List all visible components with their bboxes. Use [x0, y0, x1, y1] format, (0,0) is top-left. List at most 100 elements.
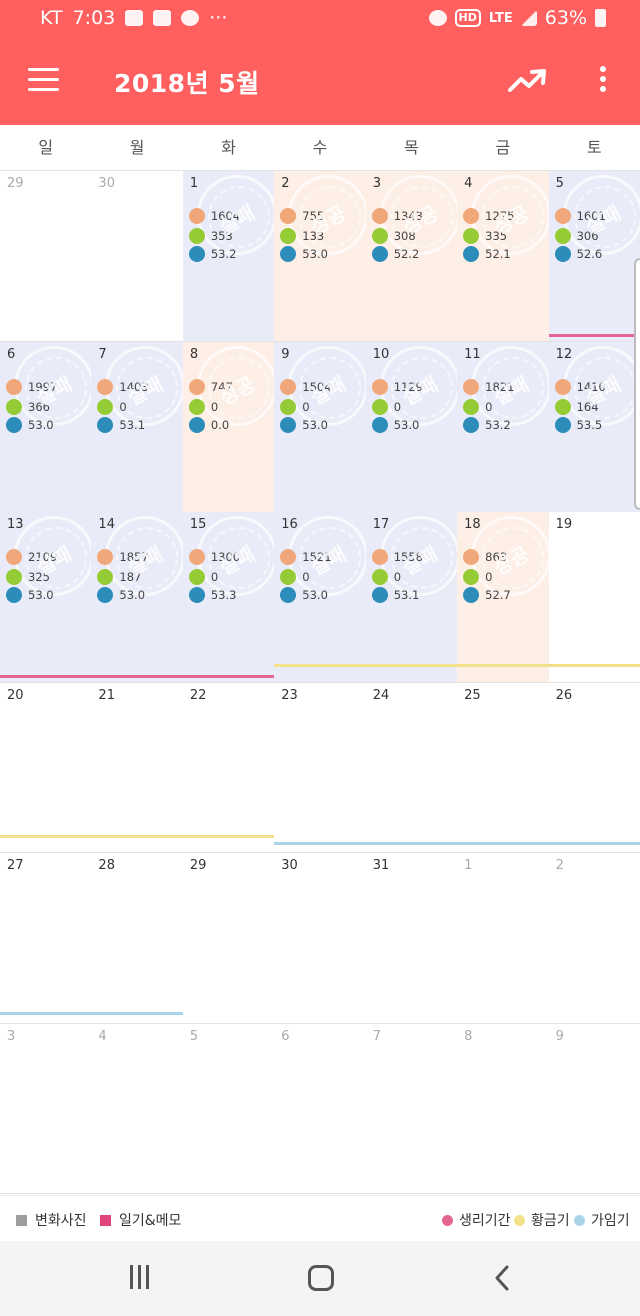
recent-apps-icon[interactable] [130, 1265, 155, 1289]
overflow-menu-icon[interactable] [596, 66, 610, 96]
day-number: 4 [464, 176, 473, 191]
ovulation-line [0, 1012, 183, 1015]
dumbbell-icon [463, 398, 480, 415]
stamp-label: 실패 [397, 371, 442, 410]
scale-icon [6, 416, 22, 433]
calendar-day[interactable]: 실패 13 2109 325 53.0 [0, 512, 92, 682]
calendar-day[interactable]: 실패 12 1410 164 53.5 [548, 341, 640, 512]
weekday-sun: 일 [38, 138, 54, 157]
calendar-day[interactable]: 성공 18 863 0 52.7 [457, 512, 549, 682]
calendar-day[interactable]: 성공 3 1343 308 52.2 [365, 171, 458, 341]
calorie-intake: 863 [485, 550, 508, 564]
calendar-day[interactable]: 실패 11 1821 0 53.2 [457, 341, 549, 512]
calendar-day[interactable]: 실패 10 1129 0 53.0 [365, 341, 458, 512]
calendar-day[interactable]: 29 [0, 171, 91, 341]
calendar-day[interactable]: 성공 2 755 133 53.0 [274, 171, 366, 341]
calendar-day[interactable]: 31 [366, 853, 457, 1023]
calorie-burned: 366 [28, 399, 50, 414]
scrollbar[interactable] [634, 258, 640, 510]
fork-knife-icon [463, 208, 480, 224]
calorie-burned: 308 [393, 229, 416, 243]
calendar-day[interactable]: 실패 16 1521 0 53.0 [274, 512, 366, 682]
calendar-day[interactable]: 9 [549, 1024, 640, 1194]
top-bar: KT 7:03 ··· HD LTE 63% 2018년 5월 [0, 0, 640, 125]
calendar-day[interactable]: 8 [457, 1024, 548, 1194]
menu-icon[interactable] [28, 68, 59, 92]
period-line [0, 675, 275, 678]
network-type: LTE [488, 10, 513, 26]
scale-icon [463, 416, 480, 433]
scale-icon [371, 416, 388, 433]
dumbbell-icon [280, 228, 297, 244]
day-number: 7 [98, 346, 107, 362]
fork-knife-icon [371, 378, 388, 395]
dumbbell-icon [463, 228, 480, 244]
scale-icon [371, 246, 388, 262]
back-icon[interactable] [494, 1265, 510, 1291]
day-number: 3 [7, 1028, 16, 1044]
calendar-day[interactable]: 실패 15 1300 0 53.3 [182, 512, 275, 682]
calendar-day[interactable]: 19 [549, 512, 640, 682]
calendar-day[interactable]: 3 [0, 1024, 91, 1194]
calendar-day[interactable]: 26 [549, 683, 640, 853]
weight-stat: 53.0 [371, 416, 419, 433]
legend-ovulation: 가임기 [574, 1210, 630, 1230]
calendar-day[interactable]: 성공 8 747 0 0.0 [182, 341, 275, 512]
stamp-label: 실패 [306, 371, 351, 410]
trend-chart-icon[interactable] [508, 68, 548, 94]
calendar-day[interactable]: 2 [549, 853, 640, 1023]
calendar-day[interactable]: 25 [457, 683, 548, 853]
calorie-intake: 1857 [119, 550, 149, 564]
fork-knife-icon [280, 549, 297, 565]
calendar-day[interactable]: 24 [366, 683, 457, 853]
calorie-burned: 0 [302, 399, 310, 414]
calorie-intake: 1129 [393, 379, 423, 394]
calendar-day[interactable]: 실패 6 1997 366 53.0 [0, 341, 92, 512]
calendar-day[interactable]: 성공 4 1275 335 52.1 [457, 171, 549, 341]
calendar-day[interactable]: 실패 7 1403 0 53.1 [91, 341, 183, 512]
calendar-day[interactable]: 28 [91, 853, 182, 1023]
calendar-day[interactable]: 23 [274, 683, 365, 853]
calendar-day[interactable]: 1 [457, 853, 548, 1023]
weight-stat: 53.0 [6, 416, 54, 433]
body-weight: 0.0 [210, 417, 230, 432]
calendar-day[interactable]: 30 [274, 853, 365, 1023]
calendar-day[interactable]: 4 [91, 1024, 182, 1194]
calorie-intake: 1997 [28, 379, 58, 394]
calendar-day[interactable]: 실패 5 1601 306 52.6 [548, 171, 640, 341]
page-title[interactable]: 2018년 5월 [114, 69, 260, 98]
calendar-day[interactable]: 실패 14 1857 187 53.0 [91, 512, 183, 682]
calendar-day[interactable]: 21 [91, 683, 182, 853]
calendar-day[interactable]: 6 [274, 1024, 365, 1194]
day-number: 18 [464, 517, 481, 532]
calendar-day[interactable]: 20 [0, 683, 91, 853]
calorie-burned: 0 [119, 399, 127, 414]
body-weight: 52.1 [485, 247, 511, 261]
calendar-day[interactable]: 실패 17 1558 0 53.1 [365, 512, 458, 682]
day-number: 9 [555, 1028, 564, 1044]
calendar-day[interactable]: 30 [91, 171, 182, 341]
calendar-day[interactable]: 5 [183, 1024, 274, 1194]
weight-stat: 53.0 [280, 416, 328, 433]
food-stat: 747 [188, 378, 233, 395]
calendar-day[interactable]: 22 [183, 683, 274, 853]
fork-knife-icon [97, 378, 114, 395]
dumbbell-icon [6, 398, 22, 415]
fertile-line [274, 664, 640, 667]
calorie-intake: 1504 [302, 379, 332, 394]
legend-period-label: 생리기간 [459, 1213, 511, 1229]
calendar-day[interactable]: 실패 9 1504 0 53.0 [274, 341, 366, 512]
food-stat: 1521 [280, 549, 332, 565]
calendar-day[interactable]: 실패 1 1604 353 53.2 [182, 171, 275, 341]
calendar-day[interactable]: 7 [366, 1024, 457, 1194]
battery-percent: 63% [544, 7, 587, 29]
calorie-intake: 1604 [210, 209, 241, 223]
calendar-day[interactable]: 29 [183, 853, 274, 1023]
home-icon[interactable] [308, 1265, 334, 1291]
day-number: 30 [98, 176, 115, 191]
weekday-tue: 화 [221, 138, 236, 157]
scale-icon [463, 246, 480, 262]
scale-icon [280, 587, 297, 603]
calendar-day[interactable]: 27 [0, 853, 91, 1023]
dumbbell-icon [554, 398, 571, 415]
